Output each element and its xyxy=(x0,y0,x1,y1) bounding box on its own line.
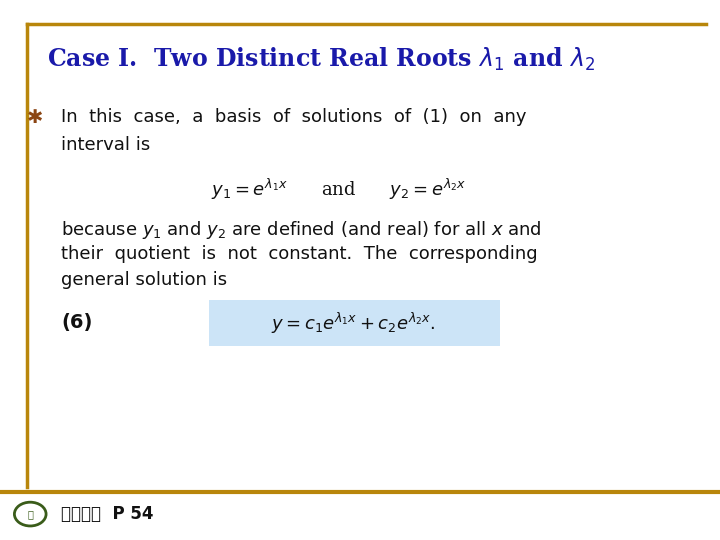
Text: interval is: interval is xyxy=(61,136,150,154)
Text: ✱: ✱ xyxy=(27,108,42,127)
Text: Case I.  Two Distinct Real Roots $\lambda_1$ and $\lambda_2$: Case I. Two Distinct Real Roots $\lambda… xyxy=(47,46,595,73)
Text: $y = c_1 e^{\lambda_1 x} + c_2 e^{\lambda_2 x}.$: $y = c_1 e^{\lambda_1 x} + c_2 e^{\lambd… xyxy=(271,310,435,336)
Text: 回: 回 xyxy=(27,509,33,519)
Text: (6): (6) xyxy=(61,313,93,332)
Text: their  quotient  is  not  constant.  The  corresponding: their quotient is not constant. The corr… xyxy=(61,245,538,262)
Text: In  this  case,  a  basis  of  solutions  of  (1)  on  any: In this case, a basis of solutions of (1… xyxy=(61,108,527,126)
FancyBboxPatch shape xyxy=(209,300,500,346)
Text: because $y_1$ and $y_2$ are defined (and real) for all $x$ and: because $y_1$ and $y_2$ are defined (and… xyxy=(61,219,542,241)
Text: general solution is: general solution is xyxy=(61,271,228,288)
Text: 歐亞書局  P 54: 歐亞書局 P 54 xyxy=(61,505,153,523)
Text: $y_1 = e^{\lambda_1 x}$$\quad\quad$and$\quad\quad$$y_2 = e^{\lambda_2 x}$: $y_1 = e^{\lambda_1 x}$$\quad\quad$and$\… xyxy=(211,177,466,202)
